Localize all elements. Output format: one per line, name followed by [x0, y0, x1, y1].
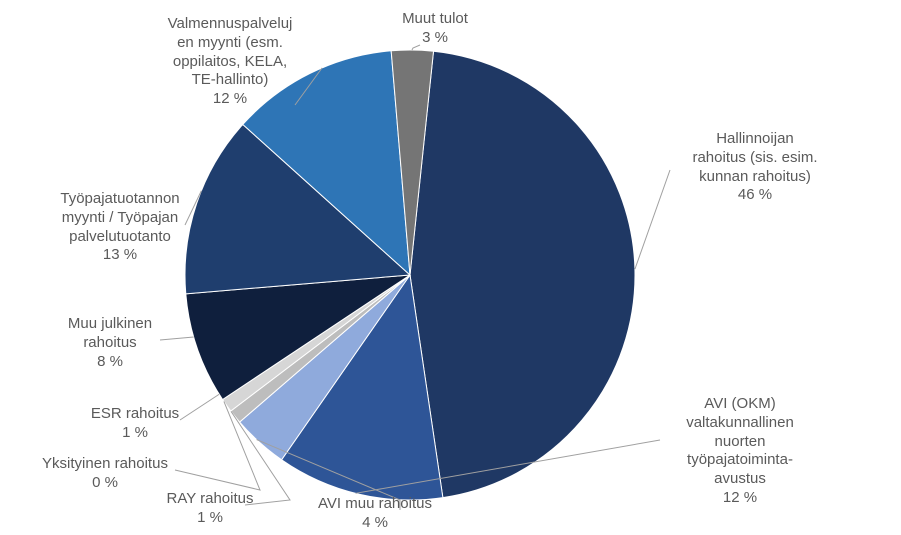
leader-line [635, 170, 670, 269]
slice-label-yksityinen: Yksityinen rahoitus 0 % [42, 455, 168, 493]
slice-label-esr: ESR rahoitus 1 % [91, 405, 179, 443]
slice-label-muu-julkinen: Muu julkinen rahoitus 8 % [68, 315, 152, 371]
slice-label-avi-okm: AVI (OKM) valtakunnallinen nuorten työpa… [686, 395, 794, 508]
slice-label-tyopaja: Työpajatuotannon myynti / Työpajan palve… [60, 190, 179, 265]
pie-slice [410, 51, 635, 497]
slice-label-muut-tulot: Muut tulot 3 % [402, 10, 468, 48]
slice-label-valmennus: Valmennuspalveluj en myynti (esm. oppila… [168, 15, 293, 109]
slice-label-avi-muu: AVI muu rahoitus 4 % [318, 495, 432, 533]
leader-line [160, 337, 194, 340]
pie-chart-container: Hallinnoijan rahoitus (sis. esim. kunnan… [0, 0, 901, 535]
leader-line [180, 394, 219, 420]
slice-label-hallinnoijan: Hallinnoijan rahoitus (sis. esim. kunnan… [692, 130, 817, 205]
slice-label-ray: RAY rahoitus 1 % [167, 490, 254, 528]
